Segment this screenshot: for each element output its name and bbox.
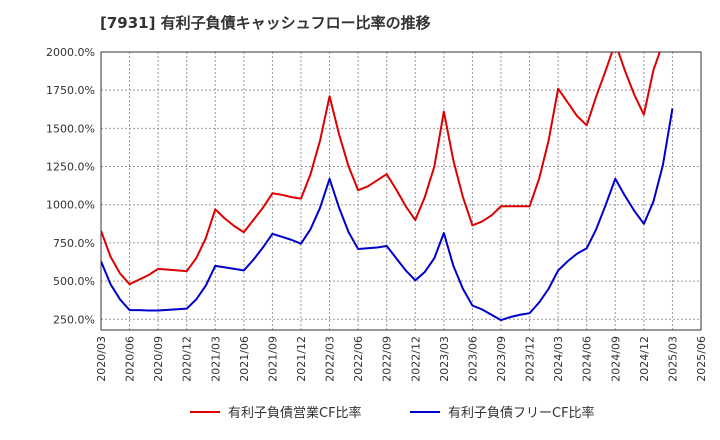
y-tick-label: 2000.0% — [46, 46, 95, 59]
x-tick-label: 2021/06 — [238, 336, 251, 382]
x-tick-label: 2021/03 — [209, 336, 222, 382]
series-line-1 — [101, 52, 661, 286]
y-tick-label: 250.0% — [53, 313, 95, 326]
y-tick-label: 750.0% — [53, 237, 95, 250]
plot-area — [101, 52, 701, 330]
x-tick-label: 2024/06 — [581, 336, 594, 382]
x-tick-label: 2023/06 — [466, 336, 479, 382]
x-tick-label: 2024/09 — [609, 336, 622, 382]
x-tick-label: 2025/03 — [666, 336, 679, 382]
x-tick-label: 2025/06 — [695, 336, 708, 382]
x-tick-label: 2023/03 — [438, 336, 451, 382]
x-tick-label: 2023/09 — [495, 336, 508, 382]
plot-border — [100, 51, 702, 331]
legend-label-2: 有利子負債フリーCF比率 — [448, 405, 595, 421]
x-tick-label: 2020/06 — [124, 336, 137, 382]
x-tick-label: 2022/09 — [381, 336, 394, 382]
x-tick-label: 2024/03 — [552, 336, 565, 382]
x-tick-label: 2021/12 — [295, 336, 308, 382]
chart-title: [7931] 有利子負債キャッシュフロー比率の推移 — [100, 14, 431, 32]
x-tick-label: 2020/12 — [181, 336, 194, 382]
y-tick-label: 1500.0% — [46, 122, 95, 135]
y-tick-label: 1750.0% — [46, 84, 95, 97]
y-tick-label: 1250.0% — [46, 161, 95, 174]
x-tick-label: 2022/12 — [409, 336, 422, 382]
x-tick-label: 2022/03 — [324, 336, 337, 382]
x-tick-label: 2024/12 — [638, 336, 651, 382]
series-line-2 — [101, 108, 674, 322]
x-tick-label: 2022/06 — [352, 336, 365, 382]
x-tick-label: 2020/03 — [95, 336, 108, 382]
legend-label-1: 有利子負債営業CF比率 — [228, 405, 362, 421]
x-tick-label: 2023/12 — [524, 336, 537, 382]
x-tick-label: 2021/09 — [266, 336, 279, 382]
y-tick-label: 1000.0% — [46, 199, 95, 212]
y-tick-label: 500.0% — [53, 275, 95, 288]
x-tick-label: 2020/09 — [152, 336, 165, 382]
